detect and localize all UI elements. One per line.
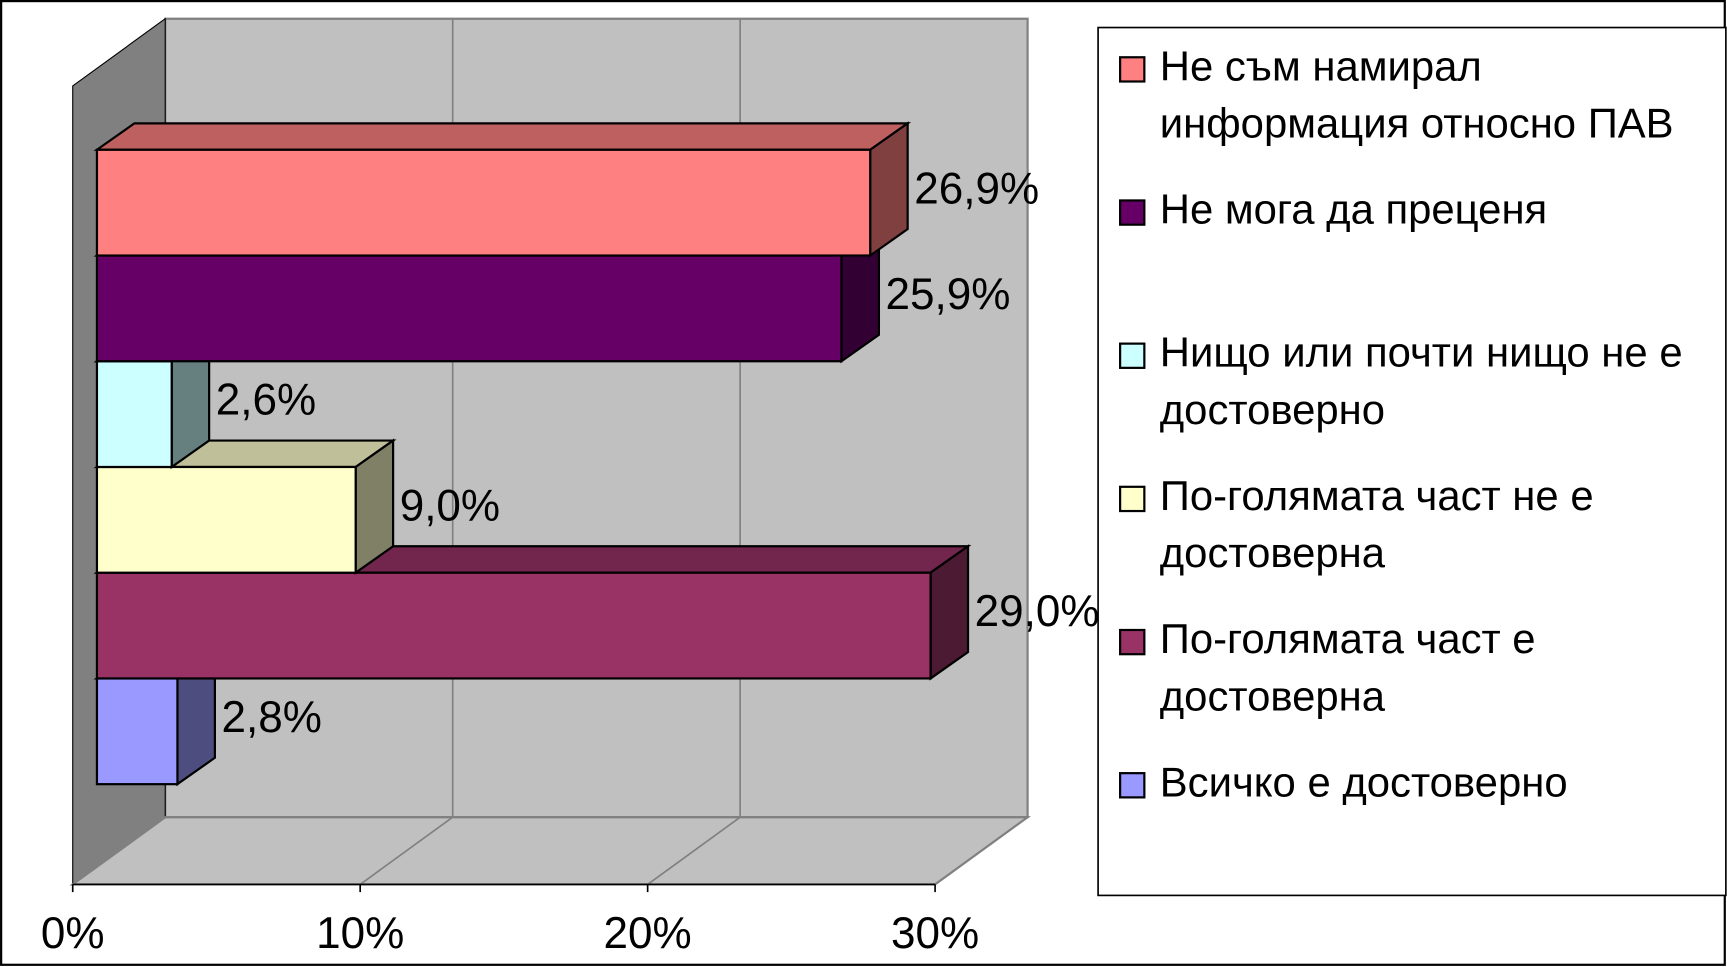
legend-box [1097, 26, 1727, 897]
x-tick-label: 20% [604, 909, 692, 958]
legend-label: Нищо или почти нищо не е достоверно [1160, 329, 1683, 433]
bar [95, 254, 843, 363]
data-label: 2,6% [216, 376, 316, 425]
legend-swatch [1119, 485, 1146, 513]
legend-label: Не мога да преценя [1160, 186, 1547, 233]
legend-label: По-голямата част не е достоверна [1160, 472, 1594, 576]
bar [95, 677, 179, 786]
legend-label: По-голямата част е достоверна [1160, 615, 1536, 719]
x-tick-label: 30% [891, 909, 979, 958]
data-label: 9,0% [400, 481, 500, 530]
legend-swatch [1119, 199, 1146, 226]
bar-top [93, 122, 912, 151]
bar [95, 571, 932, 680]
data-label: 2,8% [221, 693, 321, 742]
bar [95, 148, 872, 257]
bar [95, 360, 173, 469]
x-tick-label: 0% [41, 909, 105, 958]
bar [95, 465, 357, 574]
legend-label: Не съм намирал информация относно ПАВ [1160, 42, 1674, 146]
data-label: 25,9% [886, 270, 1011, 319]
legend-label: Всичко е достоверно [1160, 758, 1568, 805]
data-label: 26,9% [914, 164, 1039, 213]
floor [69, 816, 1031, 886]
grid-line [359, 816, 454, 886]
data-label: 29,0% [975, 587, 1100, 636]
legend-swatch [1119, 772, 1146, 799]
legend-swatch [1119, 342, 1146, 369]
x-tick-label: 10% [316, 909, 404, 958]
grid-line [647, 816, 741, 886]
legend-swatch [1119, 628, 1146, 656]
legend-swatch [1119, 56, 1146, 83]
